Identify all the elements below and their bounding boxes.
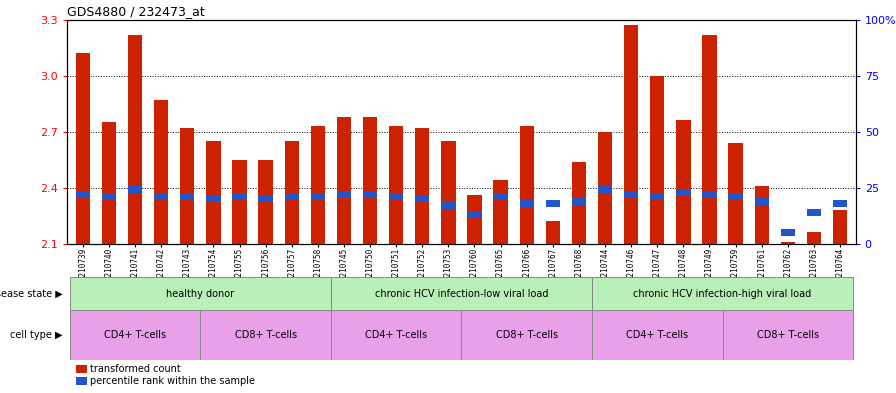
Bar	[363, 191, 377, 198]
Bar	[331, 310, 461, 360]
Bar	[702, 35, 717, 244]
Bar	[520, 200, 534, 207]
Bar	[311, 193, 325, 200]
Text: transformed count: transformed count	[90, 364, 180, 375]
Bar	[520, 126, 534, 244]
Text: CD8+ T-cells: CD8+ T-cells	[757, 330, 819, 340]
Bar	[285, 193, 299, 200]
Bar	[676, 189, 691, 196]
Bar	[337, 117, 351, 244]
Bar	[206, 141, 220, 244]
Bar	[102, 193, 116, 200]
Bar	[650, 193, 665, 200]
Bar	[598, 186, 612, 193]
Text: percentile rank within the sample: percentile rank within the sample	[90, 376, 254, 386]
Text: chronic HCV infection-high viral load: chronic HCV infection-high viral load	[633, 289, 812, 299]
Bar	[206, 195, 220, 202]
Bar	[624, 191, 638, 198]
Bar	[780, 242, 795, 244]
Bar	[154, 193, 168, 200]
Bar	[806, 209, 821, 216]
Bar	[806, 232, 821, 244]
Bar	[754, 186, 769, 244]
Bar	[285, 141, 299, 244]
Bar	[363, 117, 377, 244]
Bar	[232, 193, 246, 200]
Bar	[441, 141, 455, 244]
Bar	[232, 160, 246, 244]
Bar	[728, 143, 743, 244]
Bar	[468, 195, 482, 244]
Bar	[75, 53, 90, 244]
Bar	[494, 193, 508, 200]
Bar	[180, 128, 194, 244]
Bar	[754, 198, 769, 205]
Bar	[75, 191, 90, 198]
Bar	[546, 200, 560, 207]
Bar	[592, 310, 722, 360]
Bar	[154, 100, 168, 244]
Bar	[311, 126, 325, 244]
Bar	[128, 186, 142, 193]
Bar	[598, 132, 612, 244]
Bar	[331, 277, 592, 310]
Text: CD4+ T-cells: CD4+ T-cells	[626, 330, 688, 340]
Bar	[102, 122, 116, 244]
Bar	[572, 162, 586, 244]
Text: CD4+ T-cells: CD4+ T-cells	[365, 330, 427, 340]
Bar	[128, 35, 142, 244]
Text: chronic HCV infection-low viral load: chronic HCV infection-low viral load	[375, 289, 548, 299]
Bar	[676, 121, 691, 244]
Bar	[415, 195, 429, 202]
Bar	[415, 128, 429, 244]
Bar	[337, 191, 351, 198]
Text: CD8+ T-cells: CD8+ T-cells	[495, 330, 558, 340]
Bar	[258, 160, 272, 244]
Bar	[833, 200, 848, 207]
Bar	[70, 277, 331, 310]
Bar	[592, 277, 853, 310]
Bar	[728, 193, 743, 200]
Bar	[572, 198, 586, 205]
Bar	[546, 221, 560, 244]
Text: disease state ▶: disease state ▶	[0, 289, 63, 299]
Bar	[258, 195, 272, 202]
Bar	[722, 310, 853, 360]
Bar	[389, 193, 403, 200]
Bar	[780, 229, 795, 236]
Text: CD8+ T-cells: CD8+ T-cells	[235, 330, 297, 340]
Text: cell type ▶: cell type ▶	[10, 330, 63, 340]
Text: GDS4880 / 232473_at: GDS4880 / 232473_at	[67, 6, 205, 18]
Bar	[624, 25, 638, 244]
Bar	[650, 75, 665, 244]
Bar	[389, 126, 403, 244]
Bar	[702, 191, 717, 198]
Bar	[461, 310, 592, 360]
Bar	[180, 193, 194, 200]
Bar	[468, 211, 482, 218]
Bar	[201, 310, 331, 360]
Bar	[70, 310, 201, 360]
Bar	[833, 210, 848, 244]
Bar	[441, 202, 455, 209]
Text: CD4+ T-cells: CD4+ T-cells	[104, 330, 166, 340]
Text: healthy donor: healthy donor	[167, 289, 235, 299]
Bar	[494, 180, 508, 244]
